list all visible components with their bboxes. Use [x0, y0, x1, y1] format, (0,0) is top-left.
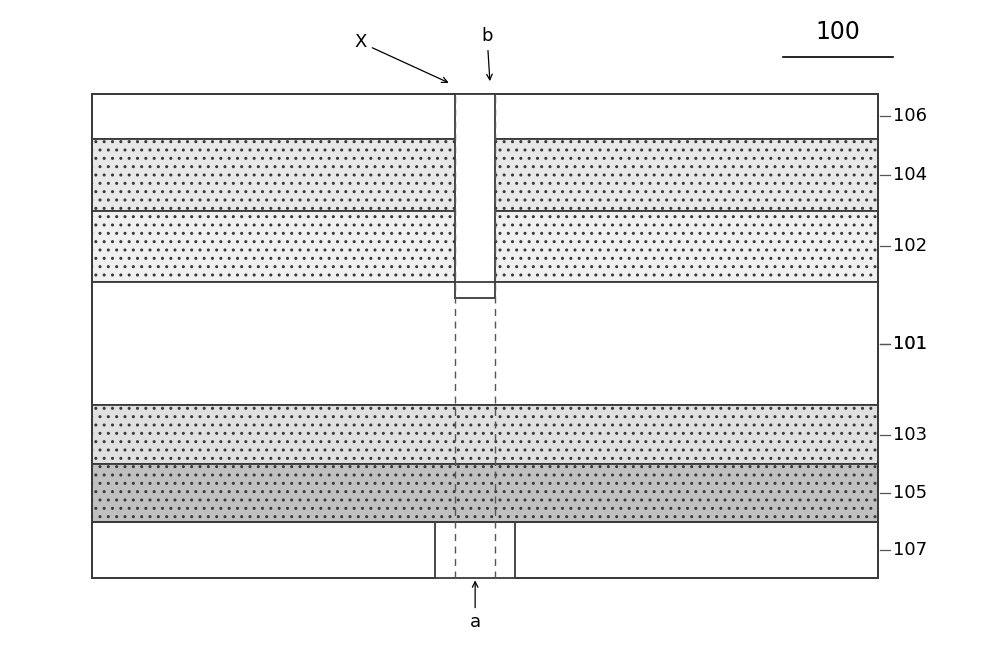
Text: 105: 105 — [893, 484, 927, 502]
Text: 103: 103 — [893, 426, 927, 443]
Text: 101: 101 — [893, 335, 927, 353]
Bar — [92, 405, 878, 464]
Text: 107: 107 — [893, 541, 927, 559]
Bar — [92, 464, 878, 522]
Bar — [455, 94, 495, 282]
Text: 101: 101 — [893, 335, 927, 353]
Bar — [92, 94, 878, 139]
Text: X: X — [355, 33, 447, 83]
Text: b: b — [481, 27, 493, 80]
Bar — [92, 211, 878, 282]
Text: 104: 104 — [893, 166, 927, 184]
Bar — [92, 94, 878, 522]
Bar — [92, 282, 878, 405]
Text: a: a — [470, 582, 481, 631]
Bar — [515, 522, 878, 578]
Text: 106: 106 — [893, 107, 927, 125]
Bar — [92, 522, 435, 578]
Text: 100: 100 — [816, 20, 861, 44]
Text: 102: 102 — [893, 237, 927, 255]
Bar — [455, 282, 495, 298]
Bar — [92, 139, 878, 211]
